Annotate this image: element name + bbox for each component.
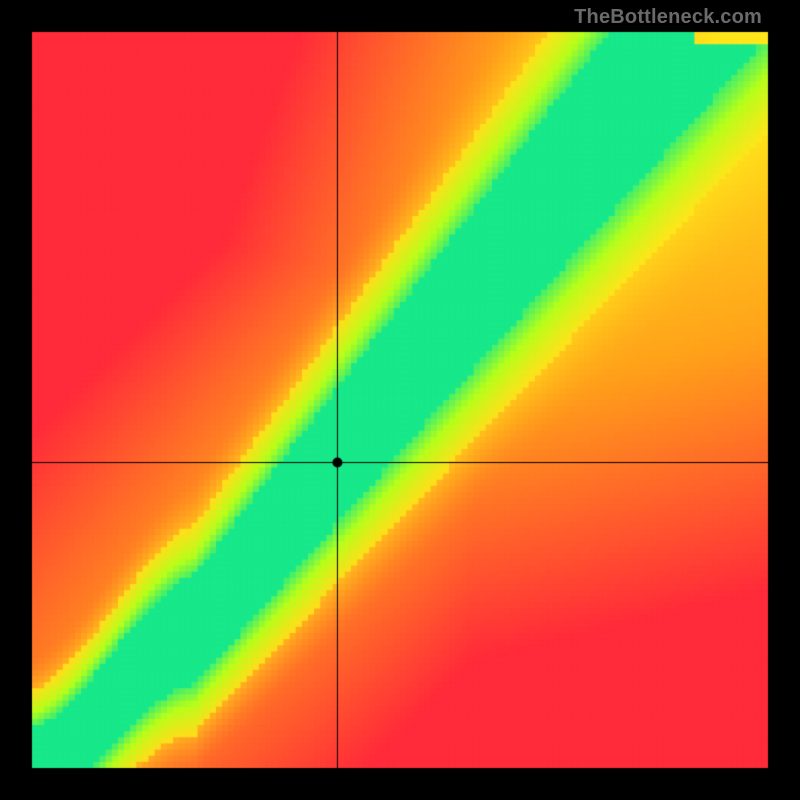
attribution-text: TheBottleneck.com	[574, 6, 762, 29]
heatmap-canvas	[0, 0, 800, 800]
chart-container: TheBottleneck.com	[0, 0, 800, 800]
